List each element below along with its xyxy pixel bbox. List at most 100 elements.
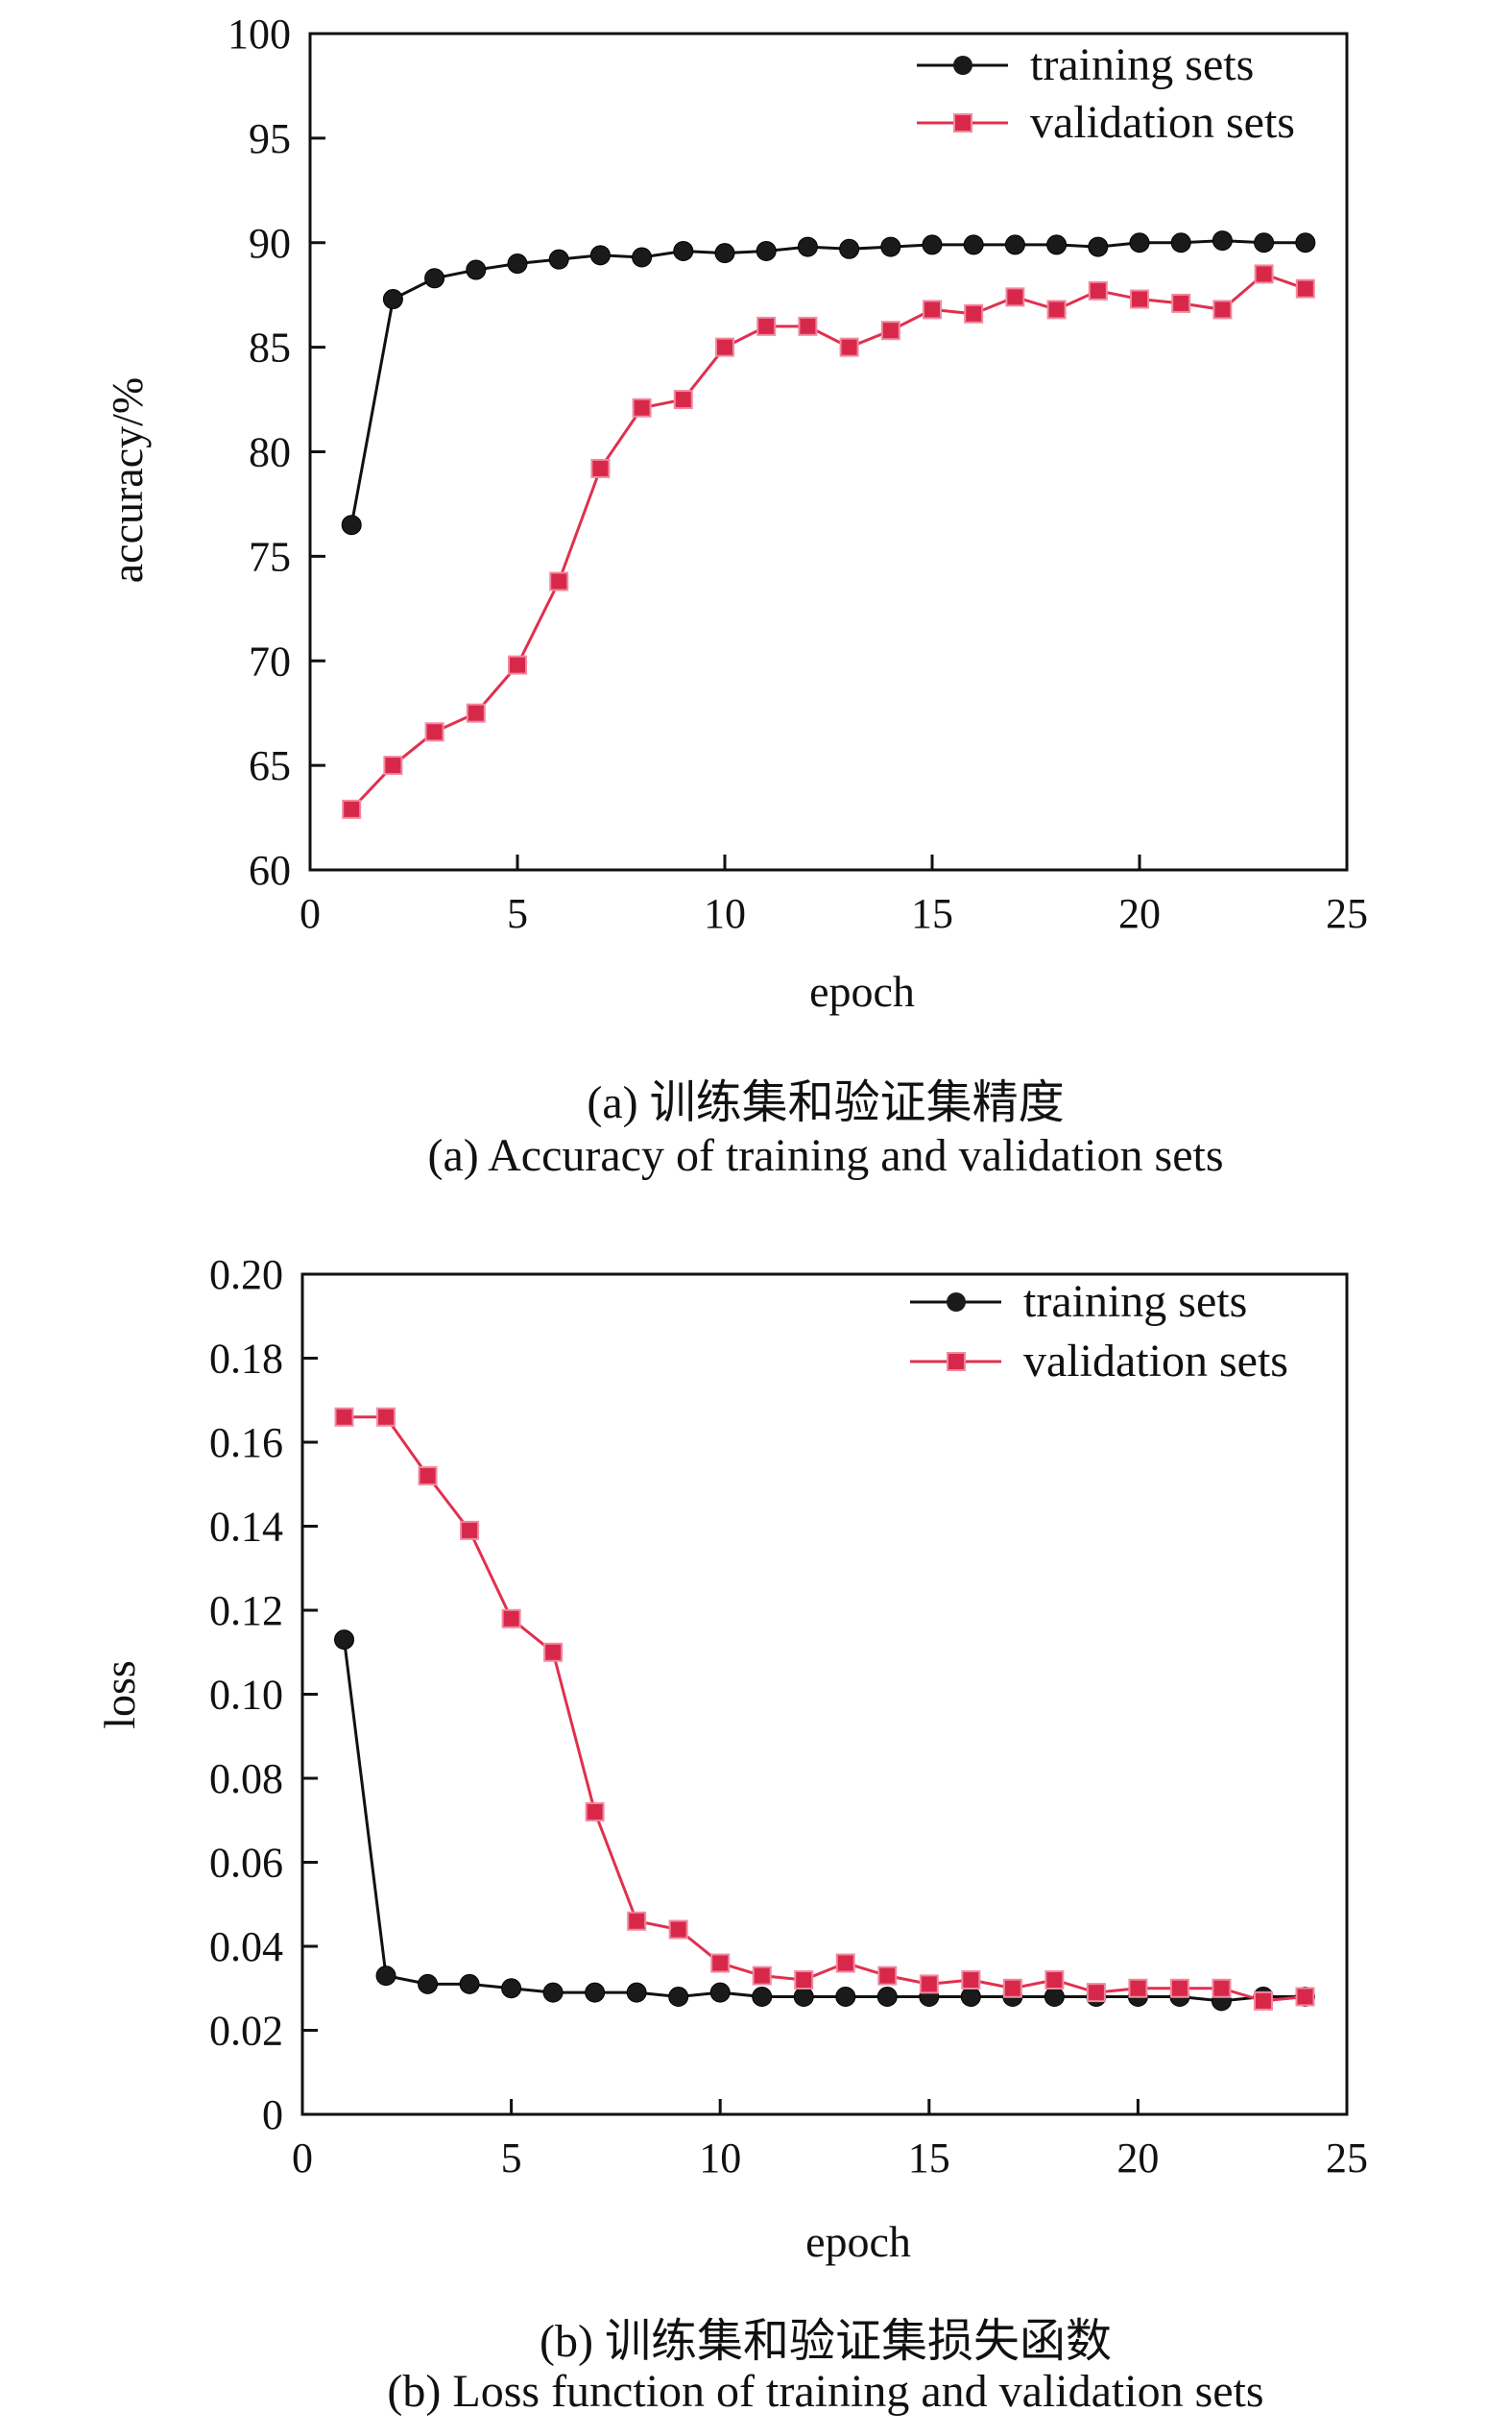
loss-chart: 0 5 10 15 20 25 0 0.02 0.04 0.06 0.08 0.10 0.12 0.14 0… xyxy=(95,1251,1368,2266)
accuracy-training-sets-point xyxy=(1129,232,1150,253)
loss-validation-sets-point xyxy=(919,1974,939,1994)
accuracy-validation-sets-line xyxy=(350,272,1307,810)
loss-training-sets-point xyxy=(876,1987,898,2007)
loss-training-sets-point xyxy=(418,1973,439,1994)
accuracy-legend: training sets validation sets xyxy=(917,39,1295,148)
loss-validation-sets-point xyxy=(1212,1978,1232,1998)
accuracy-training-sets-point xyxy=(1254,232,1275,253)
accuracy-training-sets-point xyxy=(1088,236,1109,257)
loss-validation-sets-point xyxy=(543,1642,564,1662)
accuracy-training-sets-point xyxy=(1212,230,1233,252)
accuracy-training-sets-point xyxy=(673,240,694,261)
loss-training-sets-point xyxy=(668,1987,689,2007)
legend-validation-sets-marker xyxy=(947,1352,966,1371)
caption-b-en: (b) Loss function of training and valida… xyxy=(387,2366,1264,2417)
accuracy-x-tick-label: 5 xyxy=(507,890,528,937)
legend-training-sets-label: training sets xyxy=(1023,1276,1247,1327)
loss-x-axis-label: epoch xyxy=(805,2217,911,2266)
accuracy-training-sets-point xyxy=(1004,234,1025,255)
accuracy-x-tick-label: 10 xyxy=(704,890,746,937)
accuracy-validation-sets-point xyxy=(1254,264,1274,284)
loss-validation-sets-point xyxy=(627,1911,647,1931)
loss-training-sets-point xyxy=(960,1987,981,2007)
accuracy-validation-sets-point xyxy=(715,337,734,357)
accuracy-validation-sets-point xyxy=(1171,293,1191,313)
loss-y-tick-label: 0.20 xyxy=(209,1251,283,1298)
accuracy-training-sets-point xyxy=(589,245,611,266)
accuracy-y-tick-label: 75 xyxy=(249,533,291,580)
loss-validation-sets-point xyxy=(835,1953,855,1973)
loss-validation-sets-point xyxy=(1169,1978,1189,1998)
loss-validation-sets-point xyxy=(376,1407,396,1427)
loss-y-tick-label: 0.06 xyxy=(209,1840,283,1887)
accuracy-validation-sets-point xyxy=(673,390,693,410)
accuracy-validation-sets-point xyxy=(880,321,900,341)
accuracy-x-tick-label: 0 xyxy=(300,890,321,937)
accuracy-training-sets-point xyxy=(341,515,362,536)
caption-a-en: (a) Accuracy of training and validation … xyxy=(427,1130,1224,1181)
loss-y-tick-label: 0.12 xyxy=(209,1587,283,1634)
loss-legend: training sets validation sets xyxy=(910,1276,1288,1387)
accuracy-y-axis-label: accuracy/% xyxy=(103,377,152,584)
loss-validation-sets-point xyxy=(1253,1990,1273,2011)
accuracy-chart: 0 5 10 15 20 25 60 65 70 75 80 85 90 95 100 epoch accura… xyxy=(103,11,1368,1016)
loss-validation-sets-point xyxy=(1295,1987,1315,2007)
accuracy-y-tick-label: 100 xyxy=(228,11,291,58)
accuracy-validation-sets-point xyxy=(1088,280,1108,301)
accuracy-training-sets-point xyxy=(424,268,445,289)
accuracy-y-tick-label: 85 xyxy=(249,325,291,372)
accuracy-training-sets-point xyxy=(1170,232,1191,253)
accuracy-plot-frame xyxy=(308,32,1349,872)
accuracy-validation-sets-point xyxy=(424,722,444,742)
accuracy-training-sets-point xyxy=(963,234,984,255)
loss-y-tick-label: 0.08 xyxy=(209,1755,283,1802)
loss-training-sets-point xyxy=(835,1987,856,2007)
loss-training-sets-point xyxy=(709,1982,731,2003)
accuracy-training-sets-point xyxy=(548,249,569,270)
loss-validation-sets-point xyxy=(752,1966,772,1986)
loss-training-sets-point xyxy=(752,1987,773,2007)
loss-training-sets-point xyxy=(334,1629,355,1651)
accuracy-x-axis-label: epoch xyxy=(809,967,915,1016)
accuracy-validation-sets-point xyxy=(590,458,611,478)
loss-training-sets-point xyxy=(459,1973,480,1994)
accuracy-training-sets-point xyxy=(507,253,528,275)
caption-b-cn: (b) 训练集和验证集损失函数 xyxy=(540,2316,1112,2367)
accuracy-training-sets-line xyxy=(349,239,1306,525)
legend-training-sets-marker xyxy=(947,1292,966,1312)
loss-validation-sets-point xyxy=(501,1608,521,1628)
loss-x-tick-label: 25 xyxy=(1326,2135,1368,2182)
loss-validation-sets-point xyxy=(1002,1978,1022,1998)
loss-y-axis-label: loss xyxy=(95,1660,144,1729)
accuracy-y-tick-label: 65 xyxy=(249,742,291,789)
accuracy-y-tick-label: 95 xyxy=(249,115,291,162)
accuracy-validation-sets-point xyxy=(549,571,569,591)
loss-x-tick-label: 0 xyxy=(292,2135,313,2182)
loss-y-tick-label: 0.14 xyxy=(209,1504,283,1551)
accuracy-validation-sets-point xyxy=(1005,287,1025,307)
loss-x-tick-label: 15 xyxy=(908,2135,950,2182)
loss-training-sets-point xyxy=(626,1982,647,2003)
loss-validation-sets-point xyxy=(1086,1983,1106,2003)
loss-validation-sets-point xyxy=(585,1802,605,1821)
accuracy-training-sets-point xyxy=(466,259,487,280)
accuracy-training-sets-point xyxy=(1295,232,1316,253)
loss-validation-sets-point xyxy=(961,1970,981,1990)
loss-validation-sets-point xyxy=(460,1520,480,1540)
accuracy-training-sets-point xyxy=(797,236,818,257)
loss-y-tick-label: 0.18 xyxy=(209,1336,283,1383)
accuracy-x-tick-label: 15 xyxy=(911,890,953,937)
loss-x-tick-label: 5 xyxy=(501,2135,522,2182)
loss-validation-sets-point xyxy=(418,1466,438,1485)
loss-x-tick-label: 20 xyxy=(1116,2135,1159,2182)
loss-training-sets-line xyxy=(343,1639,1306,2003)
loss-training-sets-point xyxy=(1044,1987,1065,2007)
accuracy-validation-sets-point xyxy=(1130,289,1149,309)
accuracy-training-sets-point xyxy=(756,240,777,261)
loss-validation-sets-point xyxy=(668,1919,688,1940)
accuracy-validation-sets-point xyxy=(756,316,777,336)
accuracy-y-tick-label: 60 xyxy=(249,847,291,894)
loss-validation-sets-point xyxy=(334,1407,354,1427)
caption-a-cn: (a) 训练集和验证集精度 xyxy=(587,1077,1065,1128)
